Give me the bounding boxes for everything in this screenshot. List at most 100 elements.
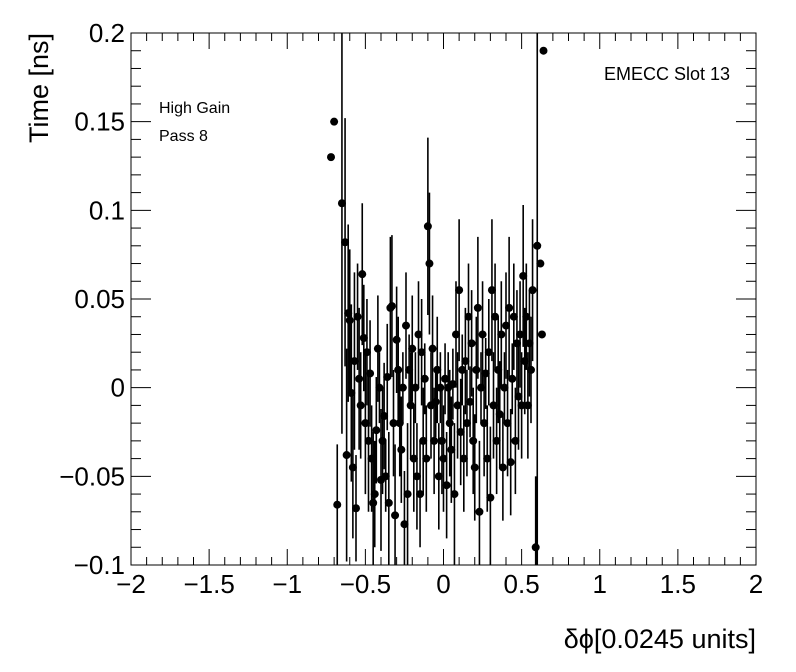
data-point bbox=[539, 46, 548, 55]
y-tick-label: 0.2 bbox=[89, 18, 125, 48]
x-tick-label: 0.5 bbox=[504, 569, 540, 599]
y-axis-title: Time [ns] bbox=[24, 33, 54, 143]
data-point bbox=[447, 445, 456, 454]
data-points bbox=[327, 33, 548, 565]
data-point bbox=[428, 344, 437, 353]
data-point bbox=[369, 498, 378, 507]
data-point bbox=[528, 286, 537, 295]
data-point bbox=[466, 397, 475, 406]
data-point bbox=[353, 312, 362, 321]
annotation-slot: EMECC Slot 13 bbox=[604, 64, 730, 84]
data-point bbox=[467, 339, 476, 348]
data-point bbox=[448, 380, 457, 389]
data-point bbox=[387, 302, 396, 311]
data-point bbox=[389, 419, 398, 428]
data-point bbox=[380, 412, 389, 421]
data-point bbox=[364, 436, 373, 445]
x-tick-label: 1 bbox=[593, 569, 607, 599]
data-point bbox=[342, 451, 351, 460]
data-point bbox=[442, 481, 451, 490]
data-point bbox=[350, 357, 359, 366]
data-point bbox=[397, 445, 406, 454]
data-point bbox=[425, 259, 434, 268]
data-point bbox=[406, 401, 415, 410]
data-point bbox=[409, 454, 418, 463]
data-point bbox=[502, 321, 510, 330]
data-point bbox=[459, 454, 468, 463]
data-point bbox=[398, 383, 407, 392]
y-tick-label: −0.05 bbox=[59, 461, 125, 491]
data-point bbox=[359, 334, 368, 343]
data-point bbox=[536, 259, 545, 268]
data-point bbox=[523, 401, 532, 410]
data-point bbox=[330, 117, 339, 126]
data-point bbox=[462, 419, 471, 428]
data-point bbox=[352, 504, 360, 513]
data-point bbox=[453, 401, 462, 410]
data-point bbox=[419, 436, 428, 445]
data-point bbox=[516, 330, 525, 339]
data-point bbox=[461, 357, 470, 366]
x-tick-label: 2 bbox=[749, 569, 763, 599]
data-point bbox=[498, 463, 507, 472]
data-point bbox=[450, 490, 459, 499]
data-point bbox=[412, 472, 421, 481]
data-point bbox=[383, 373, 392, 382]
data-point bbox=[503, 419, 512, 428]
data-point bbox=[506, 458, 515, 467]
annotation-high-gain: High Gain bbox=[159, 100, 230, 117]
data-point bbox=[373, 344, 382, 353]
y-tick-label: 0.05 bbox=[74, 284, 125, 314]
data-point bbox=[411, 383, 420, 392]
x-tick-label: 1.5 bbox=[660, 569, 696, 599]
data-point bbox=[333, 500, 342, 509]
data-point bbox=[500, 383, 509, 392]
x-tick-label: −0.5 bbox=[340, 569, 391, 599]
data-point bbox=[391, 511, 400, 520]
data-point bbox=[483, 454, 492, 463]
data-point bbox=[517, 401, 526, 410]
data-point bbox=[366, 369, 375, 378]
data-point bbox=[370, 490, 379, 499]
y-tick-label: 0.15 bbox=[74, 107, 125, 137]
data-point bbox=[519, 271, 528, 280]
data-point bbox=[456, 428, 465, 436]
data-point bbox=[452, 330, 460, 339]
data-point bbox=[531, 543, 540, 552]
data-point bbox=[508, 374, 517, 383]
x-tick-label: −1.5 bbox=[183, 569, 234, 599]
data-point bbox=[533, 241, 542, 250]
data-point bbox=[486, 493, 495, 502]
data-point bbox=[345, 316, 354, 325]
y-tick-label: 0 bbox=[111, 373, 125, 403]
data-point bbox=[358, 270, 367, 279]
data-point bbox=[341, 238, 350, 247]
data-point bbox=[527, 365, 535, 374]
data-point bbox=[381, 472, 390, 481]
data-point bbox=[433, 365, 442, 374]
x-tick-label: −1 bbox=[272, 569, 302, 599]
data-point bbox=[475, 507, 484, 516]
annotation-pass: Pass 8 bbox=[159, 128, 208, 145]
data-point bbox=[361, 419, 370, 428]
data-point bbox=[455, 286, 464, 295]
data-point bbox=[509, 312, 518, 321]
data-point bbox=[537, 330, 546, 339]
x-tick-label: 0 bbox=[436, 569, 450, 599]
data-point bbox=[400, 520, 409, 529]
data-point bbox=[416, 490, 425, 499]
data-point bbox=[491, 312, 500, 321]
tick-labels: −2 −1.5 −1 −0.5 0 0.5 1 1.5 2 −0.1 −0.05 0 0.05 0.1 0.… bbox=[59, 18, 763, 599]
data-point bbox=[505, 303, 514, 312]
data-point bbox=[408, 344, 417, 353]
data-point bbox=[420, 374, 429, 383]
data-point bbox=[347, 388, 356, 397]
data-point bbox=[434, 472, 443, 481]
data-point bbox=[337, 199, 346, 208]
data-point bbox=[487, 286, 496, 295]
data-point bbox=[495, 410, 504, 419]
data-point bbox=[355, 374, 364, 383]
data-point bbox=[375, 383, 384, 392]
x-axis-title: δϕ[0.0245 units] bbox=[564, 624, 756, 654]
data-point bbox=[327, 153, 335, 162]
